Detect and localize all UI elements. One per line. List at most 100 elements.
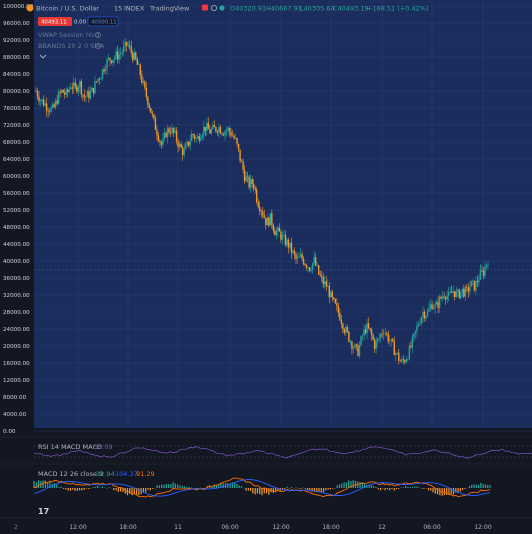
candle-body: [57, 91, 60, 104]
macd-bar: [348, 480, 350, 488]
macd-bar: [158, 485, 160, 488]
candle-body: [449, 291, 451, 293]
candle-body: [192, 134, 194, 136]
candle-body: [227, 128, 229, 131]
price-tick-label: 48000.00: [3, 225, 30, 231]
candle-body: [440, 296, 442, 299]
candle-body: [447, 292, 450, 296]
macd-bar: [234, 483, 236, 488]
candle-body: [47, 110, 49, 112]
indicator-visibility-icon[interactable]: [95, 32, 102, 39]
price-tick-label: 60000.00: [3, 174, 30, 180]
bid-badge[interactable]: [38, 17, 72, 26]
candle-body: [268, 217, 270, 226]
candle-body: [216, 131, 219, 133]
candle-body: [478, 279, 480, 283]
candle-body: [242, 161, 244, 171]
macd-bar: [120, 488, 122, 492]
indicator-bbands[interactable]: BBANDS 20 2 0 SMA: [38, 42, 105, 50]
candle-body: [283, 234, 285, 236]
flag-icon[interactable]: [202, 4, 208, 11]
ask-badge[interactable]: [87, 16, 119, 27]
macd-bar: [311, 488, 313, 492]
price-axis: 100000.00 96000.00 92000.00 88000.00 84000.0…: [3, 4, 34, 435]
candle-body: [369, 328, 371, 330]
candle-body: [393, 341, 395, 356]
candle-body: [180, 143, 182, 148]
status-dot-icon: [219, 5, 225, 11]
macd-bar: [475, 484, 477, 488]
macd-bar: [101, 486, 103, 488]
candle-body: [222, 134, 225, 136]
macd-bar: [60, 486, 62, 488]
candle-body: [203, 126, 205, 135]
macd-bar: [343, 482, 345, 488]
candle-body: [361, 336, 364, 337]
symbol-name[interactable]: Bitcoin / U.S. Dollar: [36, 5, 99, 13]
candle-body: [113, 57, 116, 60]
eye-icon[interactable]: [210, 5, 217, 11]
collapse-chevron-icon[interactable]: [39, 54, 47, 59]
candle-body: [357, 345, 359, 356]
interval[interactable]: 15: [114, 5, 122, 13]
macd-bar: [295, 487, 297, 488]
macd-bar: [250, 488, 252, 492]
indicator-vwap[interactable]: VWAP Session hlc3: [38, 31, 99, 39]
candle-body: [330, 291, 332, 298]
candle-body: [135, 52, 137, 59]
macd-bar: [236, 483, 238, 488]
macd-bar: [489, 484, 491, 488]
candle-body: [487, 264, 489, 265]
candle-body: [145, 87, 148, 97]
candle-body: [280, 231, 282, 240]
bid-price: 40493.11: [41, 20, 67, 26]
macd-bar: [92, 486, 94, 488]
price-tick-label: 68000.00: [3, 140, 30, 146]
time-axis[interactable]: 2 12:00 18:00 11 06:00 12:00 18:00 12 06:00 12:0…: [0, 517, 532, 531]
macd-bar: [443, 488, 445, 496]
candle-body: [74, 82, 77, 86]
macd-bar: [318, 488, 320, 492]
rsi-label[interactable]: RSI 14 MACD MACD: [38, 443, 102, 451]
macd-bar: [256, 488, 259, 494]
candle-body: [452, 291, 454, 293]
macd-label[interactable]: MACD 12 26 close 9: [38, 470, 103, 478]
candle-body: [364, 329, 367, 334]
price-tick-label: 84000.00: [3, 72, 30, 78]
candle-body: [166, 128, 169, 138]
time-tick-label: 06:00: [221, 524, 238, 531]
candle-body: [322, 276, 324, 285]
tradingview-logo[interactable]: 17: [38, 507, 49, 516]
indicator-visibility-icon[interactable]: [95, 43, 102, 50]
macd-bar: [136, 488, 138, 495]
candle-body: [405, 359, 408, 363]
price-tick-label: 92000.00: [3, 38, 30, 44]
macd-bar: [254, 488, 256, 495]
time-axis-corner[interactable]: 2: [14, 524, 18, 531]
candle-body: [376, 338, 379, 342]
symbol-icon[interactable]: [26, 4, 34, 12]
time-tick-label: 18:00: [119, 524, 136, 531]
candle-body: [321, 275, 323, 277]
macd-bar: [94, 486, 97, 488]
candle-body: [349, 341, 352, 343]
macd-bar: [370, 485, 373, 488]
macd-bar: [245, 488, 247, 491]
candle-body: [299, 254, 302, 257]
candle-body: [197, 136, 199, 139]
candle-body: [115, 51, 117, 58]
price-tick-label: 88000.00: [3, 55, 30, 61]
candle-body: [287, 239, 290, 248]
macd-bar: [288, 488, 290, 489]
candle-body: [262, 211, 264, 216]
candle-body: [355, 344, 358, 346]
candle-body: [425, 316, 427, 319]
candle-body: [77, 87, 80, 92]
price-tick-label: 76000.00: [3, 106, 30, 112]
time-tick-label: 12: [378, 524, 386, 531]
macd-bar: [452, 488, 455, 495]
candle-body: [184, 144, 187, 150]
candle-body: [82, 94, 84, 96]
candle-body: [284, 234, 287, 245]
